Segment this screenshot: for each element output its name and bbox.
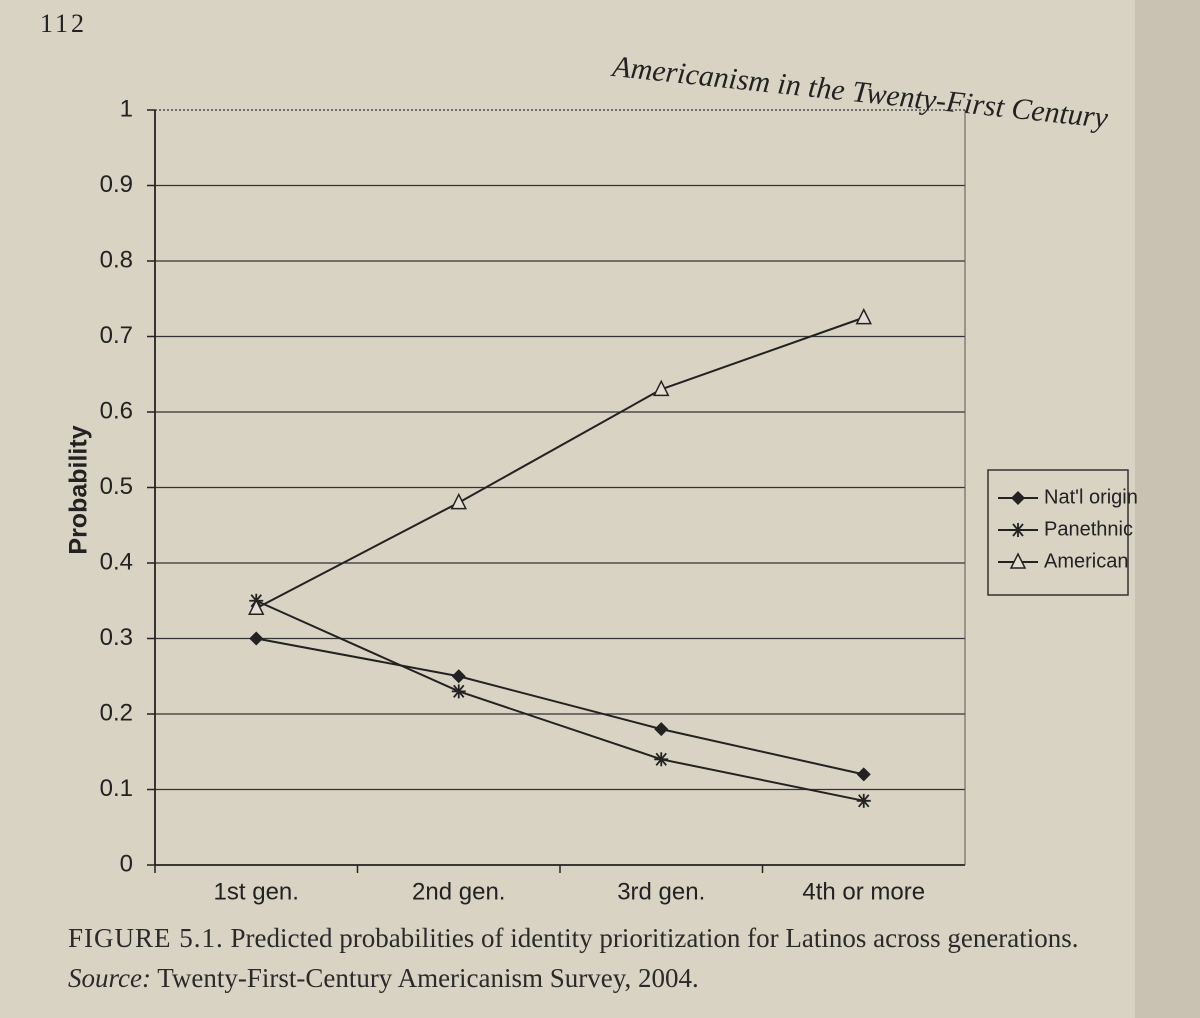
marker (856, 767, 871, 782)
series-line (256, 637, 864, 776)
marker (654, 722, 669, 737)
y-tick-label: 0.3 (100, 624, 133, 651)
y-tick-label: 0.5 (100, 473, 133, 500)
x-tick-label: 2nd gen. (412, 878, 505, 905)
legend-label: American (1044, 550, 1128, 572)
caption-source: Twenty-First-Century Americanism Survey,… (157, 963, 699, 993)
legend-label: Panethnic (1044, 518, 1133, 540)
caption: FIGURE 5.1. Predicted probabilities of i… (68, 918, 1148, 998)
x-tick-label: 3rd gen. (617, 878, 705, 905)
marker (856, 793, 871, 808)
y-tick-label: 0.7 (100, 322, 133, 349)
y-axis-label: Probability (65, 425, 93, 554)
caption-label: FIGURE 5.1. (68, 923, 224, 953)
marker (450, 492, 467, 510)
y-tick-label: 1 (120, 95, 133, 122)
series-line (255, 316, 865, 610)
y-tick-label: 0.6 (100, 397, 133, 424)
series-line (255, 599, 864, 802)
marker (1009, 552, 1027, 569)
caption-text: Predicted probabilities of identity prio… (230, 923, 1079, 953)
marker (1011, 523, 1025, 537)
marker (1011, 491, 1025, 505)
y-tick-label: 0.2 (100, 699, 133, 726)
marker (654, 752, 669, 767)
next-page (1135, 0, 1200, 1018)
y-tick-label: 0.9 (100, 171, 133, 198)
marker (248, 598, 265, 616)
page-number: 112 (40, 9, 87, 38)
legend-label: Nat'l origin (1044, 486, 1138, 508)
marker (451, 669, 466, 684)
marker (855, 307, 872, 325)
y-tick-label: 0 (120, 850, 133, 877)
legend-box (987, 469, 1129, 596)
marker (653, 379, 670, 397)
y-tick-label: 0.1 (100, 775, 133, 802)
caption-source-label: Source: (68, 963, 151, 993)
marker (249, 631, 264, 646)
y-tick-label: 0.4 (100, 548, 133, 575)
marker (451, 684, 466, 699)
x-tick-label: 4th or more (802, 878, 925, 905)
y-tick-label: 0.8 (100, 246, 133, 273)
running-header: Americanism in the Twenty-First Century (609, 50, 1110, 135)
x-tick-label: 1st gen. (214, 878, 299, 905)
